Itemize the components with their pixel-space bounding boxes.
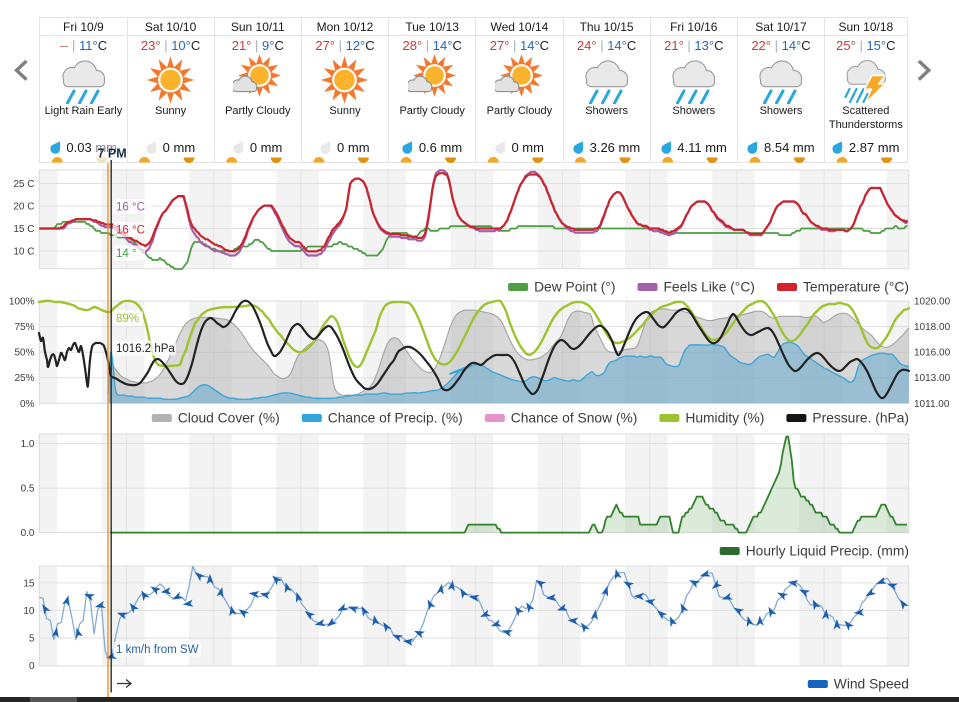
svg-text:Temperature (°C): Temperature (°C) bbox=[803, 279, 909, 294]
svg-text:16 °C: 16 °C bbox=[116, 225, 145, 237]
svg-text:1016.00: 1016.00 bbox=[914, 348, 951, 359]
svg-text:Dew Point (°): Dew Point (°) bbox=[534, 279, 615, 294]
svg-text:50%: 50% bbox=[14, 348, 34, 359]
svg-text:100%: 100% bbox=[9, 297, 35, 308]
svg-text:7 PM: 7 PM bbox=[98, 147, 127, 161]
svg-text:25%: 25% bbox=[14, 373, 34, 384]
svg-text:25 C: 25 C bbox=[13, 179, 34, 190]
svg-text:1016.2 hPa: 1016.2 hPa bbox=[116, 343, 175, 355]
svg-text:Pressure. (hPa): Pressure. (hPa) bbox=[812, 410, 909, 425]
svg-text:15 C: 15 C bbox=[13, 224, 34, 235]
svg-text:1018.00: 1018.00 bbox=[914, 322, 951, 333]
svg-text:1 km/h from SW: 1 km/h from SW bbox=[116, 644, 199, 656]
svg-text:1013.00: 1013.00 bbox=[914, 373, 951, 384]
svg-text:1.0: 1.0 bbox=[21, 439, 35, 450]
svg-text:0%: 0% bbox=[20, 399, 35, 410]
svg-text:10: 10 bbox=[23, 606, 35, 617]
svg-text:1011.00: 1011.00 bbox=[914, 399, 950, 410]
svg-text:0.0: 0.0 bbox=[21, 528, 35, 539]
svg-text:20 C: 20 C bbox=[13, 202, 34, 213]
svg-text:1020.00: 1020.00 bbox=[914, 297, 951, 308]
svg-text:Wind Speed: Wind Speed bbox=[834, 676, 909, 691]
svg-text:Chance of Snow (%): Chance of Snow (%) bbox=[511, 410, 638, 425]
svg-text:5: 5 bbox=[29, 634, 35, 645]
svg-text:89%: 89% bbox=[116, 313, 139, 325]
svg-text:Humidity (%): Humidity (%) bbox=[685, 410, 764, 425]
svg-text:15: 15 bbox=[23, 578, 35, 589]
svg-text:75%: 75% bbox=[14, 322, 34, 333]
svg-text:16 °C: 16 °C bbox=[116, 202, 145, 214]
svg-text:14 °: 14 ° bbox=[116, 248, 137, 260]
svg-text:0: 0 bbox=[29, 661, 35, 672]
svg-text:Chance of Precip. (%): Chance of Precip. (%) bbox=[328, 410, 463, 425]
svg-text:Hourly Liquid Precip. (mm): Hourly Liquid Precip. (mm) bbox=[746, 543, 909, 558]
svg-text:Cloud Cover (%): Cloud Cover (%) bbox=[178, 410, 280, 425]
svg-text:10 C: 10 C bbox=[13, 247, 34, 258]
svg-text:Feels Like (°C): Feels Like (°C) bbox=[664, 279, 755, 294]
svg-text:0.5: 0.5 bbox=[21, 484, 35, 495]
